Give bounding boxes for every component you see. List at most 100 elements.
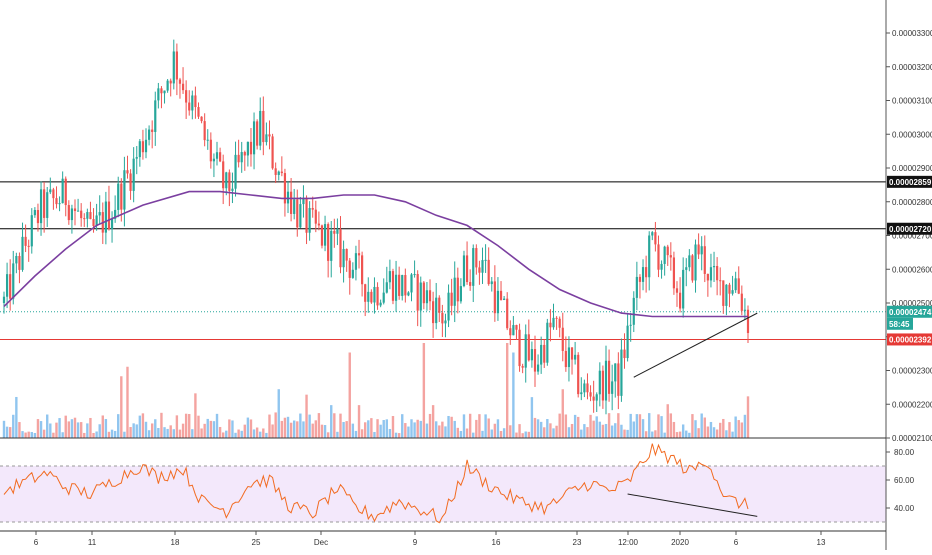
- candle-body: [144, 139, 148, 153]
- volume-bar: [249, 419, 253, 438]
- volume-bar: [317, 413, 321, 438]
- volume-bar: [607, 413, 611, 438]
- x-tick-label: 9: [413, 538, 418, 547]
- candle-body: [12, 263, 15, 299]
- candle-body: [651, 232, 654, 236]
- candle-body: [9, 274, 12, 299]
- volume-bar: [586, 427, 589, 438]
- x-tick-label: 6: [34, 538, 39, 547]
- candle-body: [120, 183, 123, 210]
- rsi-tick-label: 80.00: [894, 448, 915, 457]
- candle-body: [601, 370, 605, 401]
- candle-body: [39, 189, 43, 224]
- volume-bar: [18, 422, 21, 438]
- volume-bar: [629, 413, 632, 438]
- candle-body: [147, 129, 151, 140]
- volume-bar: [465, 428, 469, 438]
- volume-bar: [113, 430, 117, 438]
- volume-bar: [336, 431, 339, 438]
- volume-bar: [212, 421, 216, 438]
- candle-body: [555, 317, 558, 319]
- volume-bar: [110, 429, 114, 438]
- volume-bar: [660, 416, 663, 438]
- volume-bar: [354, 430, 358, 438]
- candle-body: [163, 90, 166, 94]
- volume-bar: [715, 429, 719, 438]
- candle-body: [166, 80, 169, 91]
- candle-body: [348, 260, 351, 278]
- candle-body: [589, 392, 592, 397]
- candle-body: [691, 255, 694, 281]
- candle-body: [339, 229, 342, 268]
- volume-bar: [651, 431, 654, 438]
- candle-body: [293, 199, 296, 214]
- volume-bar: [200, 428, 203, 438]
- volume-bar: [666, 404, 669, 438]
- volume-bar: [422, 343, 426, 438]
- volume-bar: [123, 431, 126, 438]
- candle-body: [493, 281, 496, 314]
- candle-body: [629, 324, 632, 326]
- candle-body: [678, 292, 682, 309]
- candle-body: [611, 381, 614, 394]
- candle-body: [252, 121, 256, 155]
- volume-bar: [36, 419, 40, 438]
- candle-body: [549, 322, 552, 328]
- volume-bar: [740, 422, 744, 438]
- candle-body: [114, 209, 117, 219]
- candle-body: [49, 189, 52, 193]
- volume-bar: [632, 421, 635, 438]
- volume-bar: [558, 413, 561, 438]
- x-tick-label: 6: [734, 538, 739, 547]
- volume-bar: [348, 352, 351, 438]
- volume-bar: [252, 429, 256, 438]
- x-tick-label: 12:00: [618, 538, 639, 547]
- candle-body: [734, 278, 737, 291]
- volume-bar: [379, 424, 382, 438]
- volume-bar: [725, 430, 728, 438]
- candle-body: [515, 325, 518, 330]
- candle-body: [73, 208, 77, 212]
- volume-bar: [573, 414, 577, 438]
- candle-body: [370, 291, 373, 303]
- volume-bar: [450, 416, 453, 438]
- candle-body: [450, 292, 453, 306]
- candles: [2, 39, 750, 415]
- candle-body: [663, 246, 666, 264]
- volume-bar: [728, 422, 731, 438]
- volume-bar: [342, 422, 345, 438]
- volume-bar: [506, 343, 509, 438]
- volume-bar: [567, 427, 571, 438]
- volume-bar: [55, 422, 58, 438]
- volume-bar: [268, 414, 271, 438]
- volume-bar: [543, 427, 546, 438]
- price-label: 0.00002859: [889, 178, 932, 187]
- y-tick-label: 0.00003300: [892, 29, 932, 38]
- volume-bar: [487, 418, 490, 438]
- volume-bars: [2, 343, 750, 438]
- candle-body: [33, 210, 36, 216]
- volume-bar: [228, 419, 231, 438]
- volume-bar: [246, 417, 250, 438]
- candle-body: [80, 210, 83, 219]
- volume-bar: [24, 432, 27, 438]
- volume-bar: [345, 421, 348, 438]
- volume-bar: [126, 366, 129, 438]
- candle-body: [327, 224, 330, 261]
- volume-bar: [157, 427, 160, 438]
- candle-body: [552, 317, 555, 328]
- candle-body: [583, 383, 586, 393]
- candle-body: [92, 219, 95, 226]
- volume-bar: [527, 431, 531, 438]
- volume-bar: [410, 419, 413, 438]
- candle-body: [98, 212, 101, 216]
- volume-bar: [623, 429, 626, 438]
- candle-body: [413, 274, 416, 276]
- volume-bar: [12, 414, 15, 438]
- price-label-box: [887, 305, 932, 318]
- trendlines: [633, 312, 758, 378]
- candle-body: [660, 263, 663, 270]
- candle-body: [86, 212, 89, 219]
